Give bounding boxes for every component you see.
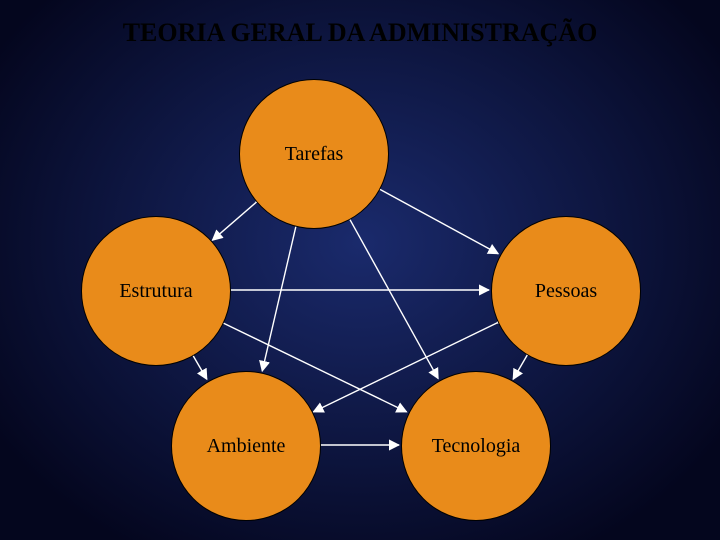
diagram-stage: TEORIA GERAL DA ADMINISTRAÇÃO Tarefas Est… — [0, 0, 720, 540]
node-label-pessoas: Pessoas — [535, 280, 597, 303]
node-label-estrutura: Estrutura — [119, 280, 192, 303]
node-label-tarefas: Tarefas — [285, 143, 344, 166]
node-estrutura: Estrutura — [81, 216, 231, 366]
node-tarefas: Tarefas — [239, 79, 389, 229]
page-title: TEORIA GERAL DA ADMINISTRAÇÃO — [0, 18, 720, 48]
edge-estrutura-ambiente — [193, 356, 207, 380]
node-tecnologia: Tecnologia — [401, 371, 551, 521]
edge-tarefas-ambiente — [262, 227, 296, 371]
edge-tarefas-tecnologia — [350, 219, 438, 378]
node-label-tecnologia: Tecnologia — [432, 435, 521, 458]
edge-tarefas-pessoas — [380, 189, 498, 253]
node-label-ambiente: Ambiente — [207, 435, 286, 458]
page-title-text: TEORIA GERAL DA ADMINISTRAÇÃO — [123, 18, 598, 47]
edge-tarefas-estrutura — [212, 203, 255, 240]
node-ambiente: Ambiente — [171, 371, 321, 521]
edge-pessoas-tecnologia — [513, 356, 527, 380]
node-pessoas: Pessoas — [491, 216, 641, 366]
